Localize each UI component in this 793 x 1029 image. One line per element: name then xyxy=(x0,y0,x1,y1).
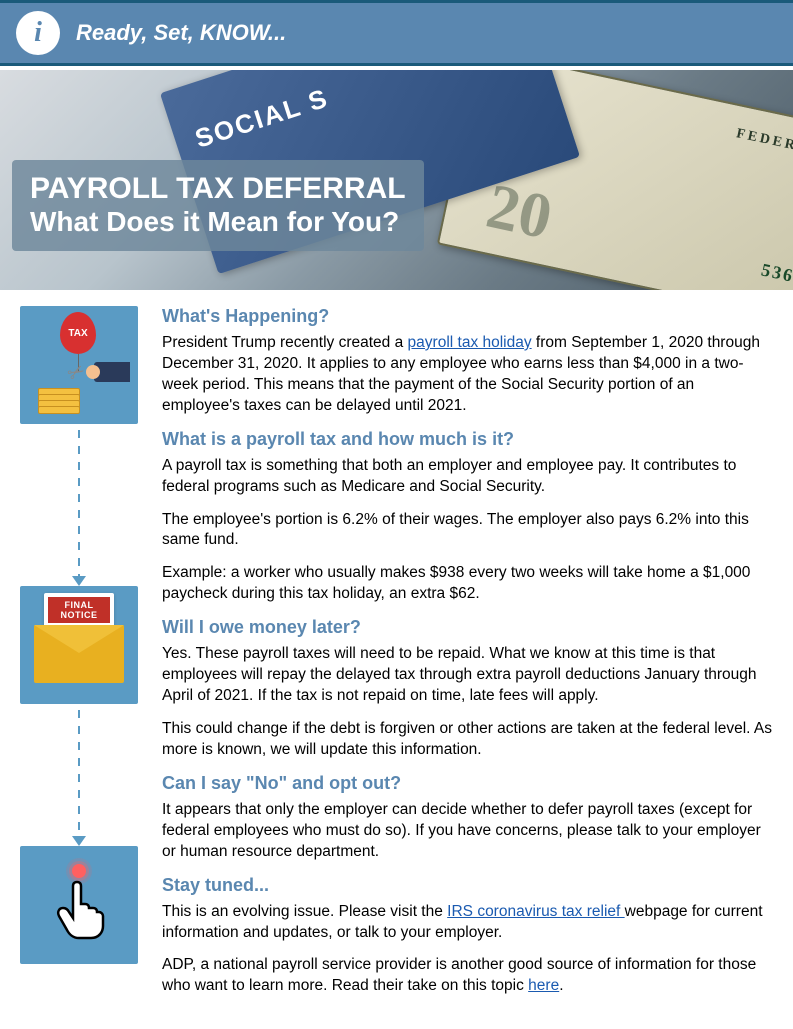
scissors-hand-icon: ✂ xyxy=(94,362,130,382)
serial-label: 53671 xyxy=(759,259,793,290)
main-content: TAX ✂ FINAL NOTICE xyxy=(0,290,793,1029)
final-notice-label: FINAL NOTICE xyxy=(48,597,110,623)
money-stack-icon xyxy=(38,388,80,412)
body-paragraph: A payroll tax is something that both an … xyxy=(162,456,773,498)
section-heading: Can I say "No" and opt out? xyxy=(162,773,773,794)
body-paragraph: Yes. These payroll taxes will need to be… xyxy=(162,644,773,707)
section-heading: What is a payroll tax and how much is it… xyxy=(162,429,773,450)
body-paragraph: President Trump recently created a payro… xyxy=(162,333,773,417)
body-paragraph: It appears that only the employer can de… xyxy=(162,800,773,863)
hero-title-overlay: PAYROLL TAX DEFERRAL What Does it Mean f… xyxy=(12,160,424,251)
hero-title-line1: PAYROLL TAX DEFERRAL xyxy=(30,172,406,205)
section-heading: What's Happening? xyxy=(162,306,773,327)
click-dot-icon xyxy=(72,864,86,878)
tax-cut-icon: TAX ✂ xyxy=(20,306,138,424)
hand-pointer-icon xyxy=(53,880,105,942)
header-bar: i Ready, Set, KNOW... xyxy=(0,0,793,66)
adp-here-link[interactable]: here xyxy=(528,977,559,994)
body-paragraph: This is an evolving issue. Please visit … xyxy=(162,902,773,944)
hero-banner: FEDERAL 53671 20 SOCIAL S PAYROLL TAX DE… xyxy=(0,70,793,290)
federal-label: FEDERAL xyxy=(735,126,793,160)
info-icon: i xyxy=(16,11,60,55)
tax-balloon-label: TAX xyxy=(60,312,96,354)
payroll-tax-holiday-link[interactable]: payroll tax holiday xyxy=(408,334,532,351)
body-paragraph: This could change if the debt is forgive… xyxy=(162,719,773,761)
icon-column: TAX ✂ FINAL NOTICE xyxy=(20,306,138,1009)
arrow-connector-icon xyxy=(78,710,80,840)
body-paragraph: The employee's portion is 6.2% of their … xyxy=(162,510,773,552)
text-column: What's Happening? President Trump recent… xyxy=(162,306,773,1009)
section-heading: Stay tuned... xyxy=(162,875,773,896)
irs-relief-link[interactable]: IRS coronavirus tax relief xyxy=(447,903,624,920)
ss-card-label: SOCIAL S xyxy=(191,82,332,153)
hero-title-line2: What Does it Mean for You? xyxy=(30,205,406,239)
click-pointer-icon xyxy=(20,846,138,964)
body-paragraph: ADP, a national payroll service provider… xyxy=(162,955,773,997)
header-title: Ready, Set, KNOW... xyxy=(76,20,286,46)
arrow-connector-icon xyxy=(78,430,80,580)
body-paragraph: Example: a worker who usually makes $938… xyxy=(162,563,773,605)
section-heading: Will I owe money later? xyxy=(162,617,773,638)
envelope-icon: FINAL NOTICE xyxy=(20,586,138,704)
